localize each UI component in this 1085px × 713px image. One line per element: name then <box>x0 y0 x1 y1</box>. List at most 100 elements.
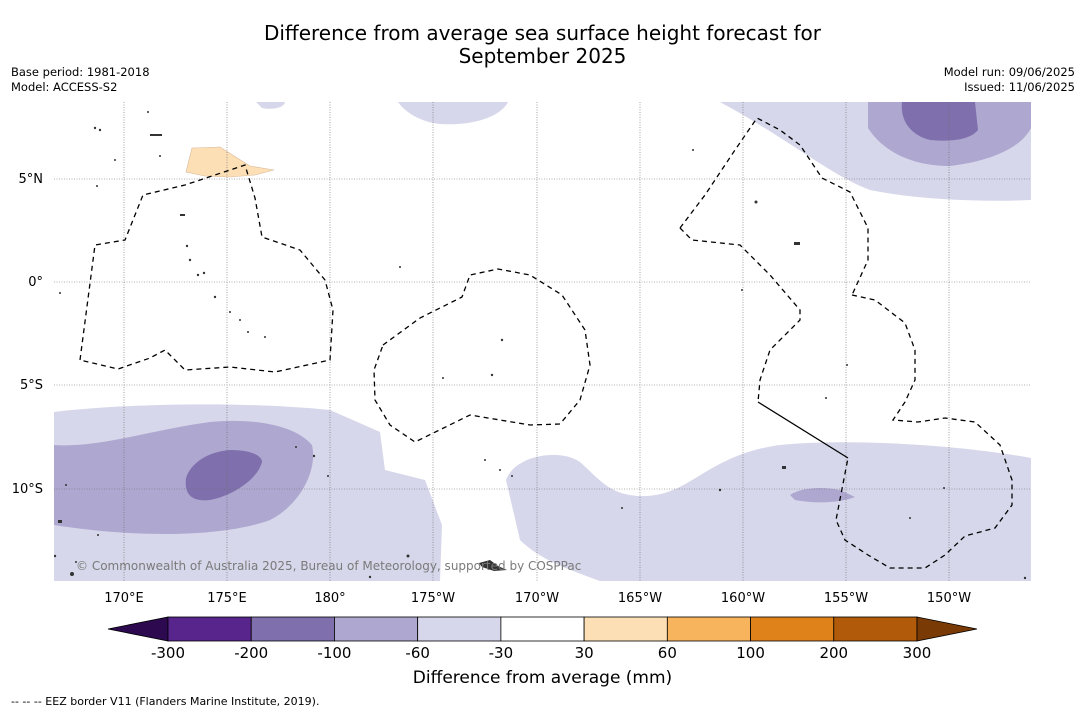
eez-legend: -- -- -- EEZ border V11 (Flanders Marine… <box>11 695 320 708</box>
colorbar-segment <box>500 616 585 642</box>
colorbar-title: Difference from average (mm) <box>412 668 673 688</box>
island <box>188 258 192 262</box>
colorbar-segment <box>417 616 502 642</box>
lon-label: 165°W <box>618 591 662 606</box>
lat-label: 10°S <box>12 482 43 497</box>
island <box>490 373 494 377</box>
anomaly-medium-southwest <box>54 420 314 535</box>
island <box>399 266 401 268</box>
lat-label: 5°N <box>19 172 44 187</box>
island <box>114 159 116 161</box>
colorbar-segment <box>750 616 835 642</box>
island <box>98 128 102 132</box>
colorbar-tick-label: -200 <box>234 644 268 662</box>
island <box>782 466 786 469</box>
island <box>65 484 67 486</box>
island <box>150 134 162 136</box>
island <box>185 244 189 248</box>
island <box>59 292 61 294</box>
colorbar-tick-labels: -300 -200 -100 -60 -30 30 60 100 200 300 <box>151 644 931 662</box>
eez-borders <box>79 117 1013 569</box>
lat-label: 5°S <box>20 378 43 393</box>
eez-border-eastern-north <box>679 117 869 296</box>
island <box>484 459 486 461</box>
island <box>621 507 623 509</box>
island <box>1023 576 1027 580</box>
colorbar-tick-label: -100 <box>317 644 351 662</box>
model-text: Model: ACCESS-S2 <box>11 80 118 94</box>
graticule <box>54 102 1031 581</box>
lon-label: 175°W <box>411 591 455 606</box>
colorbar-tick-label: -300 <box>151 644 185 662</box>
colorbar-segment <box>583 616 668 642</box>
island <box>247 331 249 333</box>
model-run-text: Model run: 09/06/2025 <box>943 65 1075 79</box>
island <box>741 289 743 291</box>
island <box>97 534 99 536</box>
map-title: Difference from average sea surface heig… <box>0 22 1085 68</box>
island <box>442 377 444 379</box>
base-info: Base period: 1981-2018 Model: ACCESS-S2 <box>11 65 150 95</box>
latitude-labels: 5°N 0° 5°S 10°S <box>12 172 43 497</box>
anomaly-strong-southwest <box>185 450 262 501</box>
island <box>213 295 217 299</box>
colorbar-segment <box>167 616 252 642</box>
anomaly-medium-southeast <box>790 487 855 503</box>
island <box>295 446 297 448</box>
colorbar-tick-label: 100 <box>736 644 765 662</box>
title-line-2: September 2025 <box>458 44 627 68</box>
lon-label: 170°E <box>104 591 144 606</box>
longitude-labels: 170°E 175°E 180° 175°W 170°W 165°W 160°W… <box>104 591 971 606</box>
title-line-1: Difference from average sea surface heig… <box>263 21 822 45</box>
colorbar-under-arrow <box>107 616 169 642</box>
anomaly-strong-northeast <box>901 102 978 141</box>
map-area <box>54 102 1031 581</box>
colorbar-tick-label: 300 <box>903 644 932 662</box>
island <box>180 214 185 216</box>
colorbar-segment <box>833 616 918 642</box>
eez-border-western <box>79 164 334 373</box>
island <box>825 397 827 399</box>
colorbar-segments <box>167 616 918 642</box>
eez-border-eastern-south <box>835 294 1013 569</box>
island <box>500 338 504 342</box>
lon-label: 180° <box>314 591 345 606</box>
island <box>327 475 329 477</box>
island <box>93 126 97 130</box>
anomaly-region-south-central <box>506 442 1031 581</box>
island <box>499 469 501 471</box>
island <box>718 488 722 492</box>
lat-label: 0° <box>28 275 43 290</box>
eez-border-solid-segment <box>757 401 849 459</box>
island <box>229 311 231 313</box>
islands <box>54 111 1027 580</box>
island <box>159 155 161 157</box>
island <box>943 487 945 489</box>
island <box>312 454 316 458</box>
island <box>239 319 241 321</box>
lon-label: 150°W <box>927 591 971 606</box>
lon-label: 155°W <box>824 591 868 606</box>
island <box>794 242 800 245</box>
island <box>846 364 848 366</box>
island <box>147 111 149 113</box>
issued-text: Issued: 11/06/2025 <box>964 80 1075 94</box>
island <box>692 149 694 151</box>
island <box>511 475 513 477</box>
eez-border-central <box>373 268 591 443</box>
colorbar-tick-label: -30 <box>489 644 514 662</box>
colorbar-tick-label: -60 <box>405 644 430 662</box>
colorbar-segment <box>666 616 751 642</box>
eez-border-eastern-mid <box>679 227 801 403</box>
island <box>909 517 911 519</box>
colorbar-tick-label: 60 <box>658 644 677 662</box>
colorbar-tick-label: 200 <box>819 644 848 662</box>
base-period-text: Base period: 1981-2018 <box>11 65 150 79</box>
run-info: Model run: 09/06/2025 Issued: 11/06/2025 <box>944 65 1075 95</box>
island <box>368 575 372 579</box>
island <box>75 561 77 563</box>
island <box>479 560 507 571</box>
colorbar: -300 -200 -100 -60 -30 30 60 100 200 300 <box>107 616 978 662</box>
anomaly-region-north-central <box>398 102 508 125</box>
